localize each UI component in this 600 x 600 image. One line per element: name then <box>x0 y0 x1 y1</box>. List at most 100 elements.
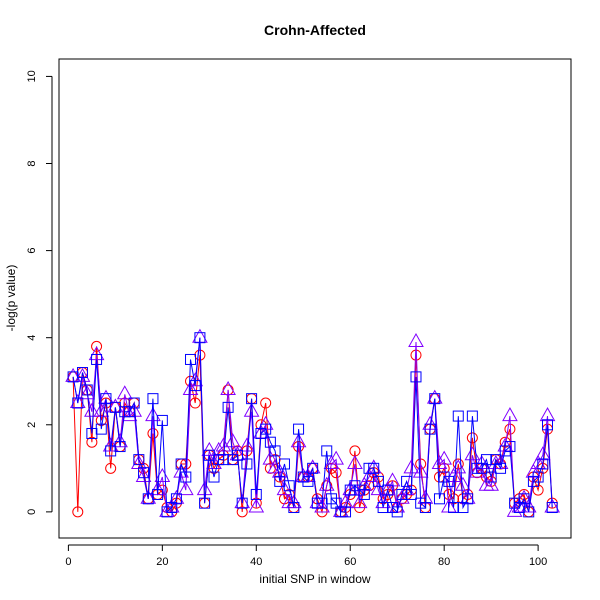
data-point <box>105 445 117 457</box>
data-point <box>271 463 288 478</box>
data-point <box>408 333 424 348</box>
plot-frame <box>58 58 572 539</box>
x-tick-label: 20 <box>156 556 168 568</box>
x-tick-label: 100 <box>529 556 547 568</box>
data-point <box>290 433 307 448</box>
data-point <box>372 475 384 487</box>
data-point <box>314 498 330 513</box>
data-point <box>316 497 328 509</box>
data-point <box>276 481 293 496</box>
data-point <box>79 385 96 400</box>
data-point <box>147 393 159 405</box>
axes: 0 20 40 60 80 100 0 2 4 6 8 10 <box>26 70 547 568</box>
data-point <box>431 454 448 469</box>
series-square <box>67 332 558 518</box>
data-point <box>199 497 211 509</box>
data-point <box>518 493 530 505</box>
data-point <box>182 380 199 395</box>
x-tick-label: 60 <box>344 556 356 568</box>
data-point <box>347 454 363 469</box>
data-point <box>250 488 262 500</box>
data-point <box>95 423 107 435</box>
data-point <box>194 332 206 344</box>
data-point <box>368 462 380 474</box>
data-point <box>248 498 265 513</box>
data-point <box>396 488 408 500</box>
x-tick-label: 40 <box>250 556 262 568</box>
data-point <box>483 476 499 491</box>
data-point <box>116 385 133 400</box>
data-point <box>288 502 300 514</box>
data-point <box>86 427 98 439</box>
data-point <box>401 475 413 487</box>
data-point <box>448 502 460 514</box>
data-point <box>480 454 492 466</box>
data-point <box>495 462 507 474</box>
chart-title: Crohn-Affected <box>264 22 366 38</box>
data-point <box>187 372 204 387</box>
data-point <box>262 450 279 465</box>
data-point <box>185 353 197 365</box>
data-point <box>105 462 117 474</box>
data-point <box>100 393 112 405</box>
data-point <box>462 493 474 505</box>
data-point <box>546 502 558 514</box>
data-point <box>424 423 436 435</box>
data-point <box>217 454 229 466</box>
data-point <box>293 423 305 435</box>
data-point <box>114 441 126 453</box>
data-point <box>485 471 497 483</box>
data-point <box>328 450 344 465</box>
data-point <box>74 367 91 382</box>
data-point <box>135 468 152 483</box>
data-point <box>436 450 453 465</box>
data-point <box>502 407 518 422</box>
data-point <box>93 402 110 417</box>
data-point <box>260 423 272 435</box>
data-point <box>361 468 377 483</box>
data-point <box>72 397 84 409</box>
data-point <box>189 380 201 392</box>
y-axis-label: -log(p value) <box>4 265 18 332</box>
y-tick-label: 0 <box>26 509 38 515</box>
data-point <box>429 393 441 405</box>
data-point <box>469 463 485 478</box>
data-point <box>370 481 387 496</box>
x-axis-label: initial SNP in window <box>259 572 370 586</box>
data-point <box>203 449 215 461</box>
data-point <box>433 493 445 505</box>
data-point <box>274 475 286 487</box>
data-point <box>542 419 554 431</box>
data-point <box>170 493 182 505</box>
data-point <box>180 471 192 483</box>
data-point <box>84 402 100 417</box>
data-point <box>466 432 478 444</box>
data-point <box>72 506 84 518</box>
data-point <box>358 488 370 500</box>
data-point <box>109 401 121 413</box>
data-point <box>142 493 154 505</box>
data-point <box>86 436 98 448</box>
data-point <box>147 427 159 439</box>
data-point <box>239 437 255 452</box>
data-point <box>177 481 194 496</box>
data-point <box>410 371 422 383</box>
data-point <box>67 371 79 383</box>
data-point <box>506 502 523 517</box>
data-point <box>278 458 290 470</box>
data-point <box>403 459 420 474</box>
data-point <box>145 407 161 422</box>
data-point <box>452 410 464 422</box>
data-point <box>91 353 103 365</box>
y-tick-label: 8 <box>26 160 38 166</box>
data-point <box>377 502 389 514</box>
data-point <box>175 458 187 470</box>
x-tick-label: 0 <box>65 556 71 568</box>
data-point <box>419 502 431 514</box>
data-point <box>443 475 455 487</box>
data-marks <box>65 328 561 518</box>
x-tick-label: 80 <box>438 556 450 568</box>
data-point <box>220 380 236 395</box>
data-point <box>236 497 248 509</box>
data-point <box>246 393 258 405</box>
